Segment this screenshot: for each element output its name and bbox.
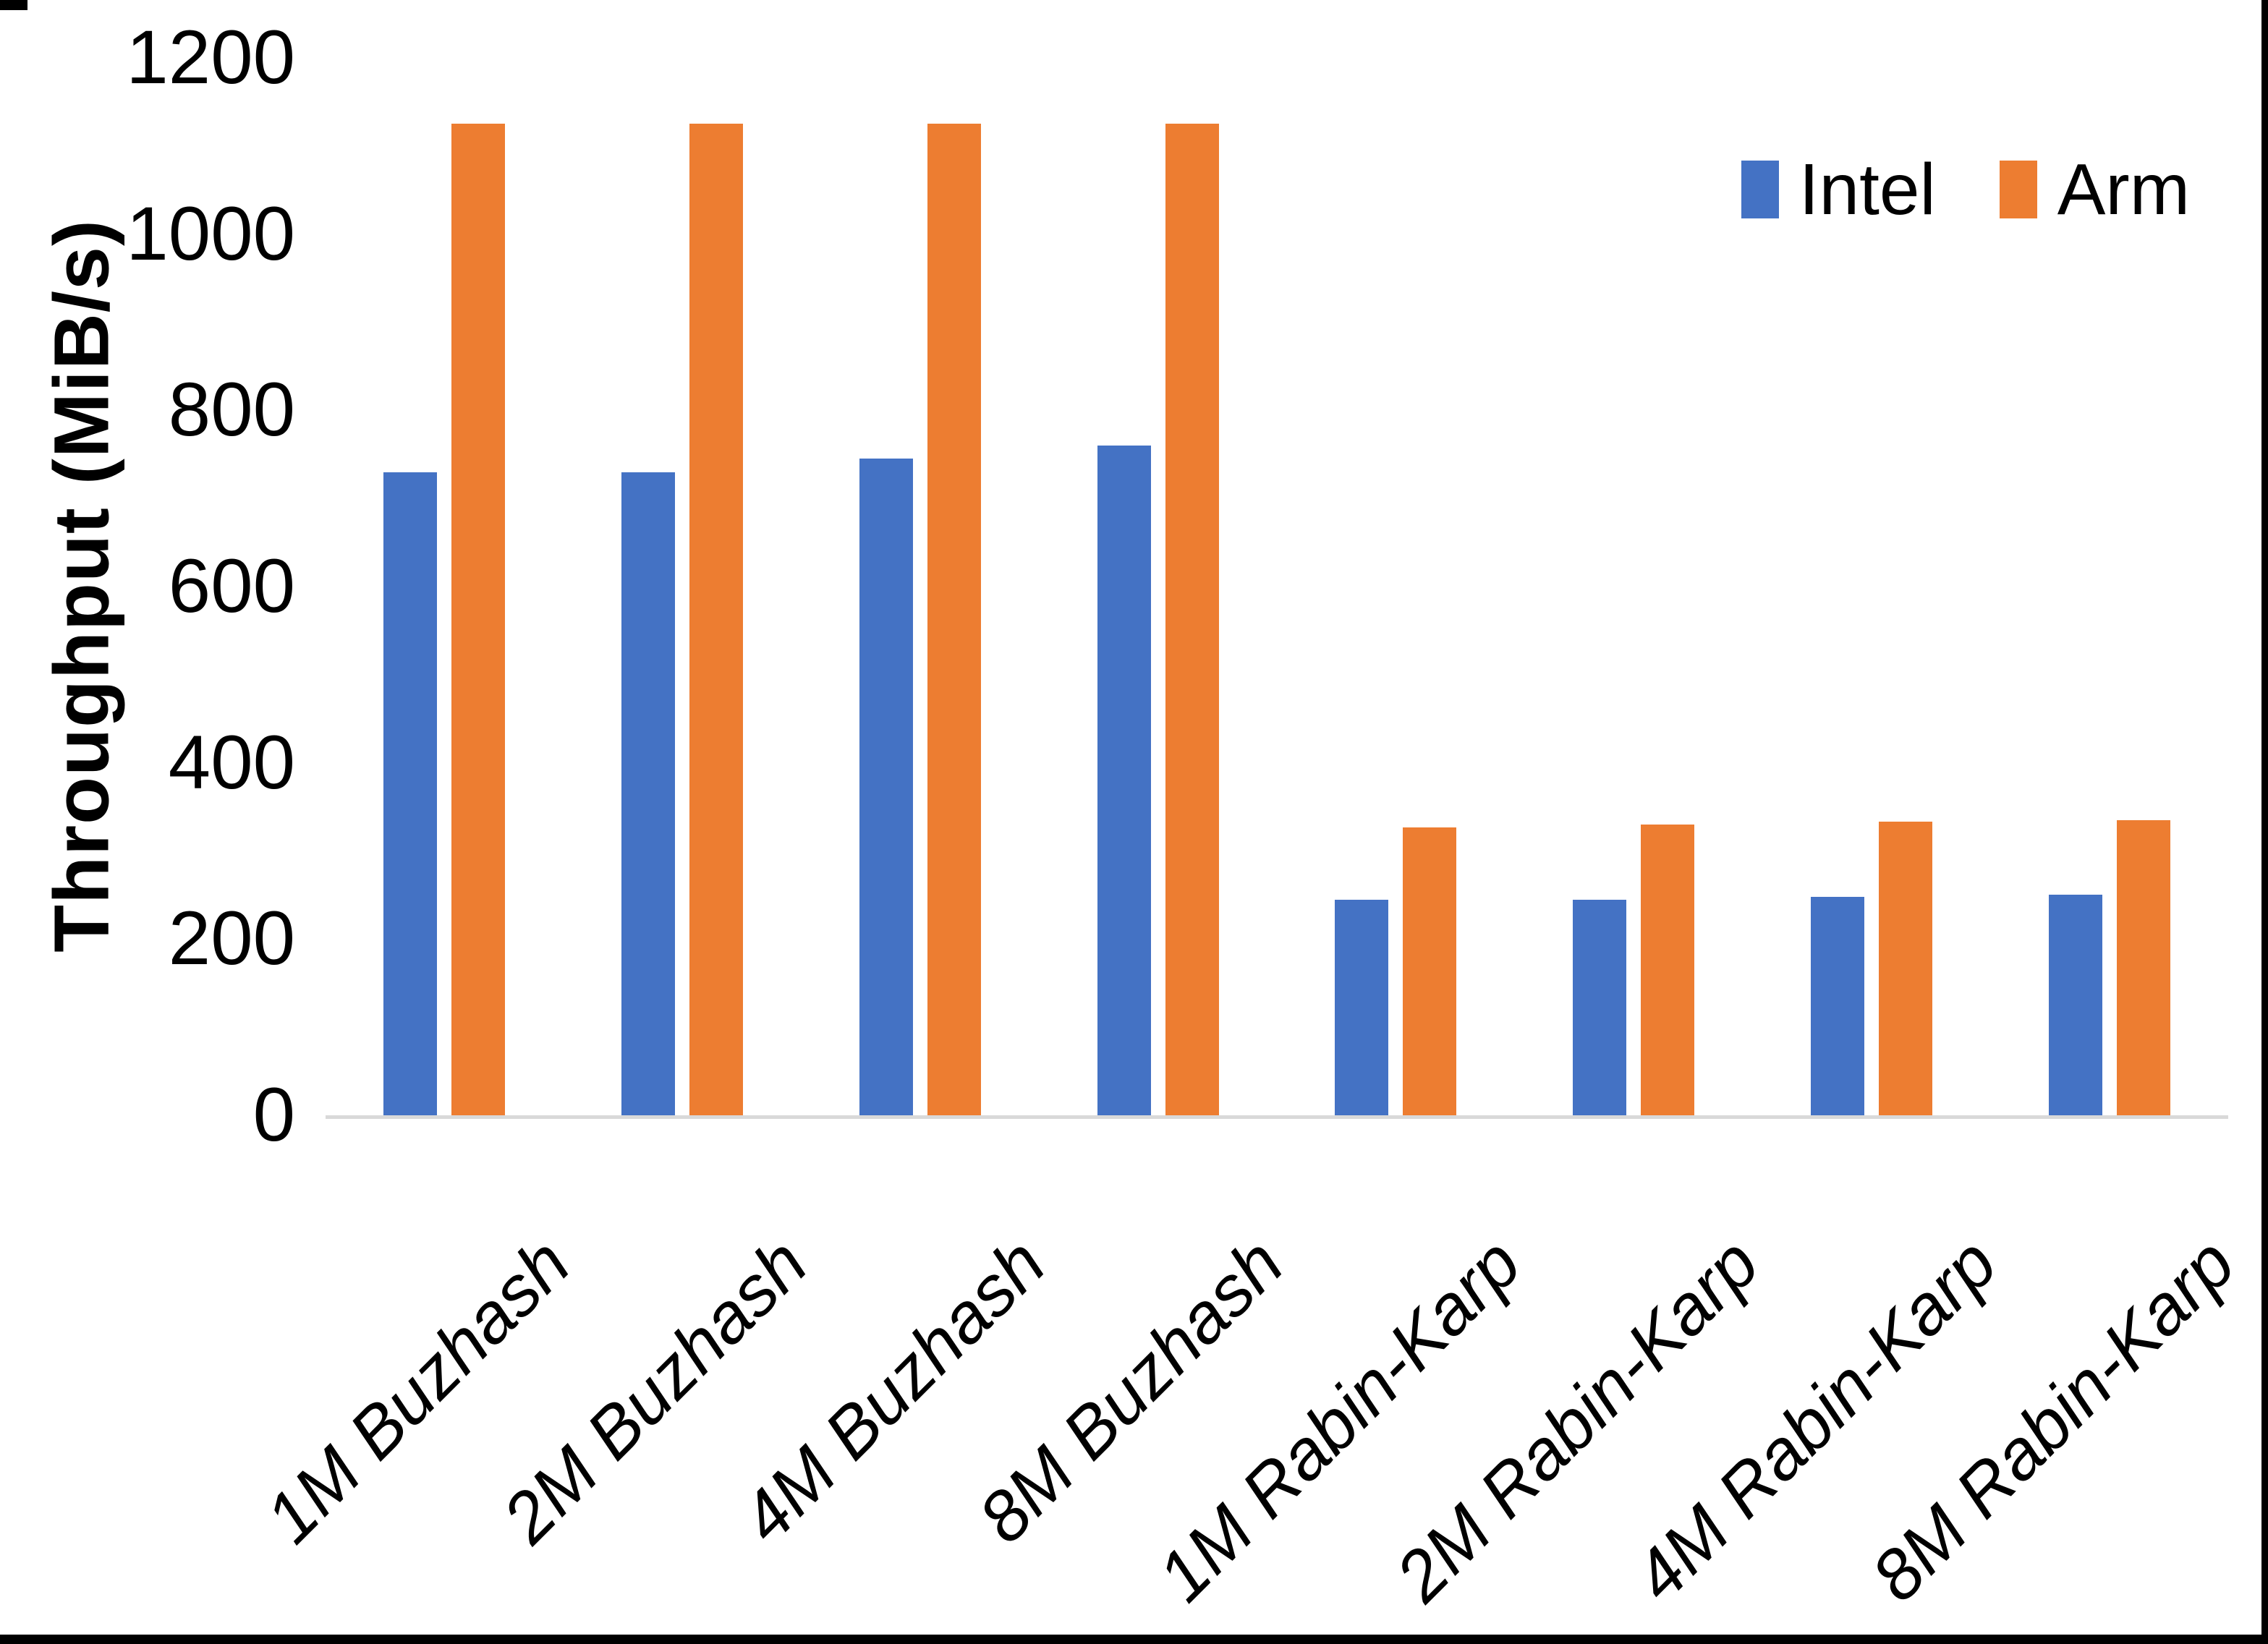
category-group-4m-rabin-karp (1753, 58, 1991, 1115)
category-group-1m-rabin-karp (1277, 58, 1515, 1115)
bar-intel-1m-rabin-karp (1335, 899, 1389, 1115)
bar-intel-1m-buzhash (383, 472, 438, 1115)
x-tick-label-4m-rabin-karp: 4M Rabin-Karp (1618, 1222, 2012, 1617)
bar-arm-4m-rabin-karp (1878, 822, 1932, 1115)
y-tick-label-200: 200 (168, 896, 295, 981)
bar-arm-1m-rabin-karp (1403, 827, 1457, 1115)
category-group-8m-rabin-karp (1990, 58, 2228, 1115)
bar-intel-4m-buzhash (859, 459, 913, 1115)
y-tick-label-800: 800 (168, 367, 295, 453)
plot-area (326, 58, 2228, 1119)
legend-item-arm: Arm (1999, 149, 2190, 230)
x-tick-label-1m-rabin-karp: 1M Rabin-Karp (1142, 1222, 1536, 1617)
legend: Intel Arm (1741, 153, 2190, 226)
legend-swatch-intel (1741, 161, 1779, 218)
bar-intel-2m-buzhash (621, 472, 676, 1115)
bar-arm-2m-rabin-karp (1641, 824, 1695, 1115)
category-group-2m-rabin-karp (1515, 58, 1753, 1115)
x-tick-label-1m-buzhash: 1M Buzhash (249, 1222, 585, 1558)
legend-label-intel: Intel (1798, 149, 1936, 230)
bar-arm-2m-buzhash (689, 124, 744, 1115)
bar-arm-1m-buzhash (451, 124, 506, 1115)
x-tick-label-2m-buzhash: 2M Buzhash (487, 1222, 823, 1558)
category-group-8m-buzhash (1039, 58, 1277, 1115)
x-tick-label-8m-buzhash: 8M Buzhash (963, 1222, 1299, 1558)
legend-swatch-arm (1999, 161, 2037, 218)
y-tick-label-1000: 1000 (126, 191, 295, 276)
x-tick-label-2m-rabin-karp: 2M Rabin-Karp (1380, 1222, 1774, 1617)
bar-arm-8m-buzhash (1165, 124, 1219, 1115)
bar-arm-8m-rabin-karp (2116, 819, 2170, 1115)
y-tick-label-400: 400 (168, 720, 295, 805)
legend-label-arm: Arm (2057, 149, 2190, 230)
bar-intel-8m-rabin-karp (2048, 895, 2102, 1115)
bar-arm-4m-buzhash (927, 124, 981, 1115)
category-group-2m-buzhash (564, 58, 802, 1115)
y-axis-tick-labels: 0 200 400 600 800 1000 1200 (0, 0, 295, 1644)
legend-item-intel: Intel (1741, 153, 1936, 226)
bottom-frame-border (0, 1635, 2268, 1644)
bar-intel-4m-rabin-karp (1810, 896, 1864, 1115)
y-tick-label-0: 0 (252, 1073, 295, 1157)
category-group-4m-buzhash (802, 58, 1040, 1115)
category-group-1m-buzhash (326, 58, 564, 1115)
x-tick-label-8m-rabin-karp: 8M Rabin-Karp (1856, 1222, 2250, 1617)
right-frame-border (2261, 0, 2268, 1644)
bar-intel-2m-rabin-karp (1573, 899, 1627, 1115)
y-tick-label-1200: 1200 (126, 15, 295, 100)
top-left-frame-mark (0, 0, 27, 10)
bar-intel-8m-buzhash (1097, 446, 1151, 1115)
x-tick-label-4m-buzhash: 4M Buzhash (725, 1222, 1061, 1558)
y-tick-label-600: 600 (168, 544, 295, 629)
